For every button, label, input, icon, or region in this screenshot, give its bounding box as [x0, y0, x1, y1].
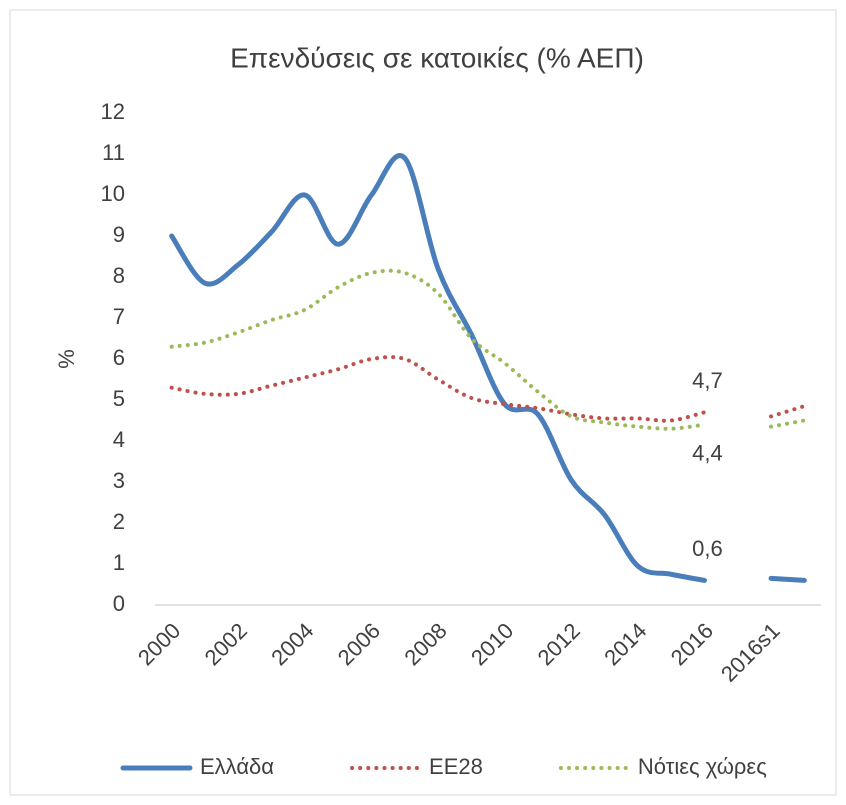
y-axis-label: % — [54, 349, 79, 369]
y-tick-label: 3 — [113, 468, 125, 493]
y-tick-label: 12 — [101, 99, 125, 124]
y-tick-label: 11 — [102, 140, 125, 165]
y-tick-label: 7 — [113, 304, 125, 329]
series-line — [169, 153, 807, 583]
legend-label: Ελλάδα — [200, 754, 274, 779]
y-tick-label: 2 — [113, 509, 125, 534]
y-tick-label: 1 — [113, 550, 125, 575]
legend-label: Νότιες χώρες — [638, 754, 767, 779]
y-tick-label: 9 — [113, 222, 125, 247]
data-label: 0,6 — [692, 536, 723, 561]
y-tick-label: 4 — [113, 427, 125, 452]
y-tick-label: 6 — [113, 345, 125, 370]
chart-border — [9, 9, 837, 796]
series-line — [169, 355, 807, 423]
y-tick-label: 0 — [113, 591, 125, 616]
y-tick-label: 8 — [113, 263, 125, 288]
data-label: 4,4 — [692, 440, 723, 465]
series-line — [169, 268, 807, 431]
data-label: 4,7 — [692, 368, 723, 393]
chart-title: Επενδύσεις σε κατοικίες (% ΑΕΠ) — [230, 42, 644, 73]
y-tick-label: 5 — [113, 386, 125, 411]
y-tick-label: 10 — [101, 181, 125, 206]
legend-label: EE28 — [429, 754, 483, 779]
